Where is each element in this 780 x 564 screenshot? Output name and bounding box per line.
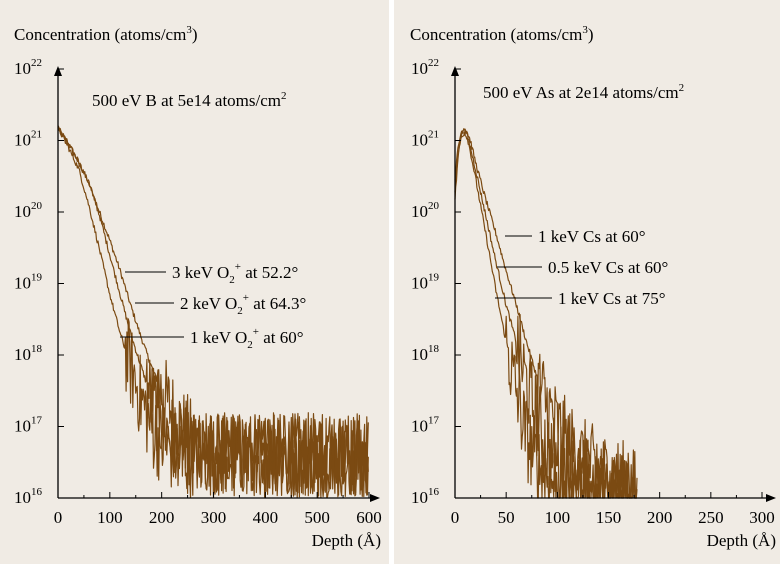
y-tick-label: 1016 bbox=[14, 486, 43, 507]
y-tick-label: 1017 bbox=[411, 415, 440, 436]
x-tick-label: 150 bbox=[596, 508, 622, 527]
y-tick-label: 1020 bbox=[411, 200, 440, 221]
y-tick-label: 1020 bbox=[14, 200, 43, 221]
x-tick-label: 300 bbox=[201, 508, 227, 527]
right-tick-layer: 0 50 100 150 200 250 300 1016 1017 1018 1019 1020 10… bbox=[411, 57, 775, 527]
x-tick-label: 0 bbox=[451, 508, 460, 527]
y-tick-label: 1021 bbox=[14, 129, 42, 150]
series-label-2: 0.5 keV Cs at 60° bbox=[548, 258, 668, 277]
x-tick-label: 500 bbox=[304, 508, 330, 527]
left-series-layer bbox=[57, 125, 369, 499]
right-x-axis-title: Depth (Å) bbox=[707, 531, 776, 550]
left-x-axis-title: Depth (Å) bbox=[312, 531, 381, 550]
x-tick-label: 200 bbox=[647, 508, 673, 527]
y-tick-label: 1017 bbox=[14, 415, 43, 436]
right-x-axis-arrow bbox=[766, 494, 776, 502]
series-line-1 bbox=[454, 128, 638, 499]
x-tick-label: 100 bbox=[97, 508, 123, 527]
x-tick-label: 0 bbox=[54, 508, 63, 527]
series-line-3 bbox=[454, 132, 638, 499]
x-tick-label: 200 bbox=[149, 508, 175, 527]
left-tick-layer: 0 100 200 300 400 500 600 1016 1017 1018 1019 1020 1… bbox=[14, 57, 382, 527]
y-tick-label: 1019 bbox=[411, 272, 440, 293]
series-line-3 bbox=[57, 125, 369, 499]
y-tick-label: 1022 bbox=[14, 57, 42, 78]
right-chart-panel: Concentration (atoms/cm3) 500 eV As at 2… bbox=[394, 0, 780, 564]
x-tick-label: 600 bbox=[356, 508, 382, 527]
right-y-axis-arrow bbox=[451, 66, 459, 76]
x-tick-label: 300 bbox=[749, 508, 775, 527]
x-tick-label: 400 bbox=[253, 508, 279, 527]
left-series-labels: 3 keV O2+ at 52.2° 2 keV O2+ at 64.3° 1 ke… bbox=[120, 261, 306, 351]
series-label-1: 1 keV Cs at 60° bbox=[538, 227, 646, 246]
left-chart-panel: Concentration (atoms/cm3) 500 eV B at 5e… bbox=[0, 0, 389, 564]
series-line-2 bbox=[57, 125, 369, 499]
left-x-axis-arrow bbox=[370, 494, 380, 502]
left-chart-title: 500 eV B at 5e14 atoms/cm2 bbox=[92, 90, 287, 110]
y-tick-label: 1016 bbox=[411, 486, 440, 507]
y-tick-label: 1019 bbox=[14, 272, 43, 293]
right-series-layer bbox=[454, 128, 638, 499]
y-tick-label: 1018 bbox=[14, 343, 43, 364]
y-tick-label: 1021 bbox=[411, 129, 439, 150]
left-y-axis-arrow bbox=[54, 66, 62, 76]
series-label-3: 1 keV O2+ at 60° bbox=[190, 326, 304, 351]
left-y-axis-title: Concentration (atoms/cm3) bbox=[14, 24, 198, 44]
right-y-axis-title: Concentration (atoms/cm3) bbox=[410, 24, 594, 44]
right-chart-title: 500 eV As at 2e14 atoms/cm2 bbox=[483, 82, 684, 102]
series-label-1: 3 keV O2+ at 52.2° bbox=[172, 261, 298, 286]
y-tick-label: 1022 bbox=[411, 57, 439, 78]
series-label-3: 1 keV Cs at 75° bbox=[558, 289, 666, 308]
y-tick-label: 1018 bbox=[411, 343, 440, 364]
x-tick-label: 100 bbox=[545, 508, 571, 527]
x-tick-label: 250 bbox=[698, 508, 724, 527]
series-label-2: 2 keV O2+ at 64.3° bbox=[180, 292, 306, 317]
x-tick-label: 50 bbox=[498, 508, 515, 527]
right-series-labels: 1 keV Cs at 60° 0.5 keV Cs at 60° 1 keV Cs… bbox=[495, 227, 668, 308]
